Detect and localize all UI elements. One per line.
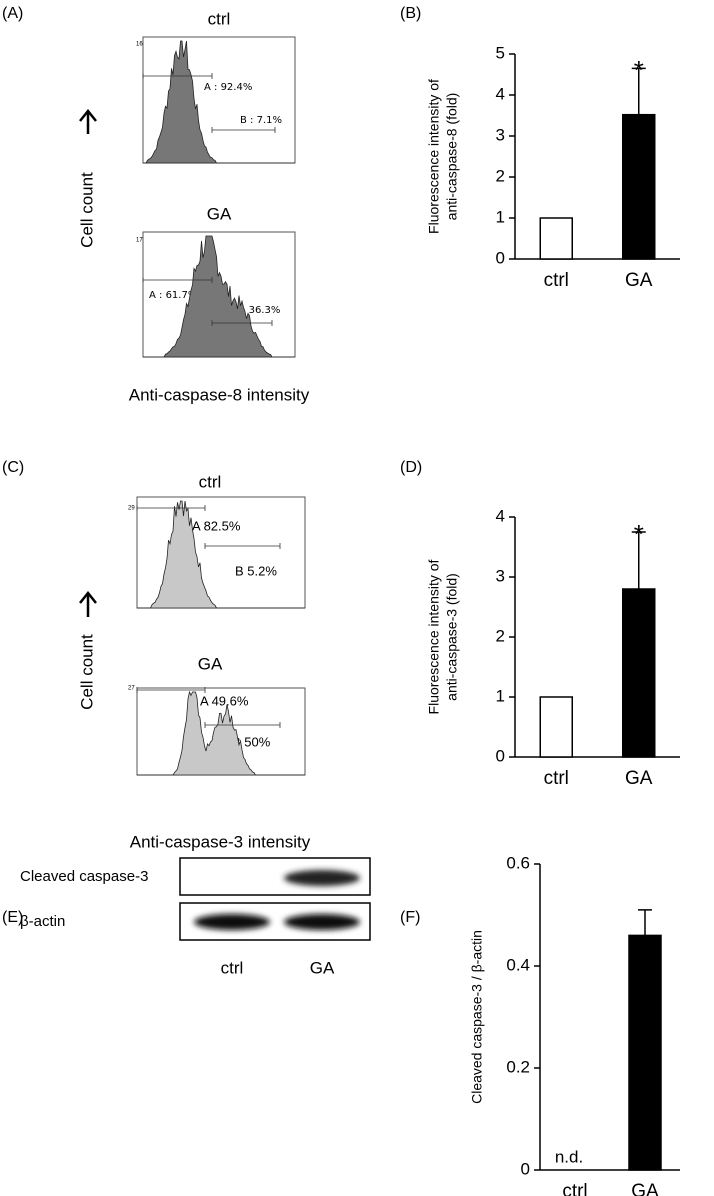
panel-label: (F) bbox=[400, 909, 420, 926]
y-tick-label: 3 bbox=[496, 125, 505, 144]
y-tick-label: 0.4 bbox=[506, 955, 530, 974]
gate bbox=[211, 127, 276, 133]
y-tick-label: 0 bbox=[521, 1159, 530, 1178]
x-label: Anti-caspase-3 intensity bbox=[130, 832, 311, 851]
panel-label: (D) bbox=[400, 459, 422, 476]
y-label: Cell count bbox=[77, 634, 96, 710]
y-tick-label: 0 bbox=[496, 248, 505, 267]
gate bbox=[142, 277, 213, 283]
plot-title: ctrl bbox=[199, 472, 222, 491]
y-max-label: 16 bbox=[136, 42, 143, 48]
gate-label: A 82.5% bbox=[192, 518, 241, 533]
row-label: β-actin bbox=[20, 913, 65, 930]
x-tick-label: ctrl bbox=[544, 270, 569, 291]
gate bbox=[136, 687, 206, 693]
gate-label: A : 92.4% bbox=[204, 82, 252, 93]
bar bbox=[539, 217, 573, 260]
value-label: n.d. bbox=[555, 1147, 583, 1166]
significance: * bbox=[634, 519, 644, 549]
y-label: Fluorescence intensity of bbox=[426, 79, 442, 234]
error-bar bbox=[638, 909, 652, 936]
histogram bbox=[143, 40, 295, 164]
plot-title: GA bbox=[198, 654, 223, 673]
y-tick-label: 0.2 bbox=[506, 1057, 530, 1076]
significance: * bbox=[634, 55, 644, 85]
y-label: Fluorescence intensity of bbox=[426, 559, 442, 714]
gate-label: B : 36.3% bbox=[232, 305, 280, 316]
gate-label: A 49.6% bbox=[200, 693, 249, 708]
y-tick-label: 4 bbox=[496, 506, 505, 525]
gate-label: B 5.2% bbox=[235, 563, 277, 578]
y-tick-label: 0 bbox=[496, 746, 505, 765]
plot-title: GA bbox=[207, 204, 232, 223]
gate bbox=[136, 505, 206, 511]
y-label: Cell count bbox=[77, 172, 96, 248]
panel-label: (C) bbox=[2, 459, 24, 476]
band bbox=[284, 870, 360, 886]
gate bbox=[204, 543, 281, 549]
band bbox=[194, 914, 270, 930]
gate bbox=[211, 320, 273, 326]
y-max-label: 29 bbox=[128, 506, 135, 512]
gate bbox=[142, 73, 213, 79]
plot-title: ctrl bbox=[208, 9, 231, 28]
bar bbox=[622, 113, 656, 260]
panel-label: (A) bbox=[2, 5, 23, 22]
y-max-label: 27 bbox=[128, 686, 135, 692]
gate-label: A : 61.7% bbox=[149, 290, 197, 301]
bar bbox=[628, 934, 662, 1171]
y-label: Cleaved caspase-3 / β-actin bbox=[469, 930, 485, 1104]
y-tick-label: 0.6 bbox=[506, 853, 530, 872]
lane-label: GA bbox=[310, 958, 335, 977]
y-tick-label: 2 bbox=[496, 626, 505, 645]
band bbox=[284, 914, 360, 930]
x-tick-label: GA bbox=[625, 270, 653, 291]
lane-label: ctrl bbox=[221, 958, 244, 977]
error-bar bbox=[631, 531, 646, 589]
y-tick-label: 1 bbox=[496, 686, 505, 705]
gate-label: B : 7.1% bbox=[240, 115, 282, 126]
y-tick-label: 2 bbox=[496, 166, 505, 185]
y-max-label: 17 bbox=[136, 238, 143, 244]
row-label: Cleaved caspase-3 bbox=[20, 868, 148, 885]
arrow bbox=[79, 108, 97, 617]
y-tick-label: 1 bbox=[496, 207, 505, 226]
panel-label: (B) bbox=[400, 5, 421, 22]
bar bbox=[539, 696, 573, 758]
y-label: anti-caspase-3 (fold) bbox=[444, 573, 460, 701]
x-tick-label: GA bbox=[625, 768, 653, 789]
y-tick-label: 4 bbox=[496, 84, 505, 103]
x-label: Anti-caspase-8 intensity bbox=[129, 385, 310, 404]
gate bbox=[204, 722, 281, 728]
error-bar bbox=[631, 67, 646, 115]
histogram bbox=[143, 235, 295, 358]
y-label: anti-caspase-8 (fold) bbox=[444, 93, 460, 221]
x-tick-label: GA bbox=[631, 1181, 659, 1196]
bar bbox=[622, 588, 656, 758]
histogram bbox=[137, 500, 305, 609]
x-tick-label: ctrl bbox=[544, 768, 569, 789]
x-tick-label: ctrl bbox=[562, 1181, 587, 1196]
panel-label: (E) bbox=[2, 909, 23, 926]
y-tick-label: 3 bbox=[496, 566, 505, 585]
histogram bbox=[137, 690, 305, 776]
y-tick-label: 5 bbox=[496, 43, 505, 62]
